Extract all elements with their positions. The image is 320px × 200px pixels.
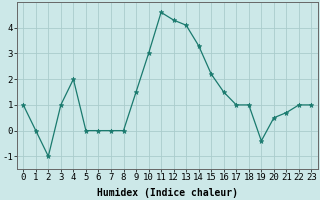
X-axis label: Humidex (Indice chaleur): Humidex (Indice chaleur) xyxy=(97,188,238,198)
